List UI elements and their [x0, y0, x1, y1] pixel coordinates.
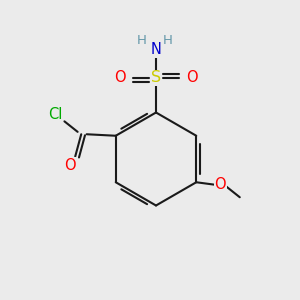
Text: N: N: [151, 42, 161, 57]
Text: S: S: [151, 70, 161, 86]
Text: H: H: [137, 34, 146, 47]
Text: H: H: [163, 34, 173, 47]
Text: Cl: Cl: [48, 107, 63, 122]
Text: O: O: [186, 70, 197, 86]
Text: O: O: [115, 70, 126, 86]
Text: O: O: [214, 177, 226, 192]
Text: O: O: [64, 158, 76, 173]
